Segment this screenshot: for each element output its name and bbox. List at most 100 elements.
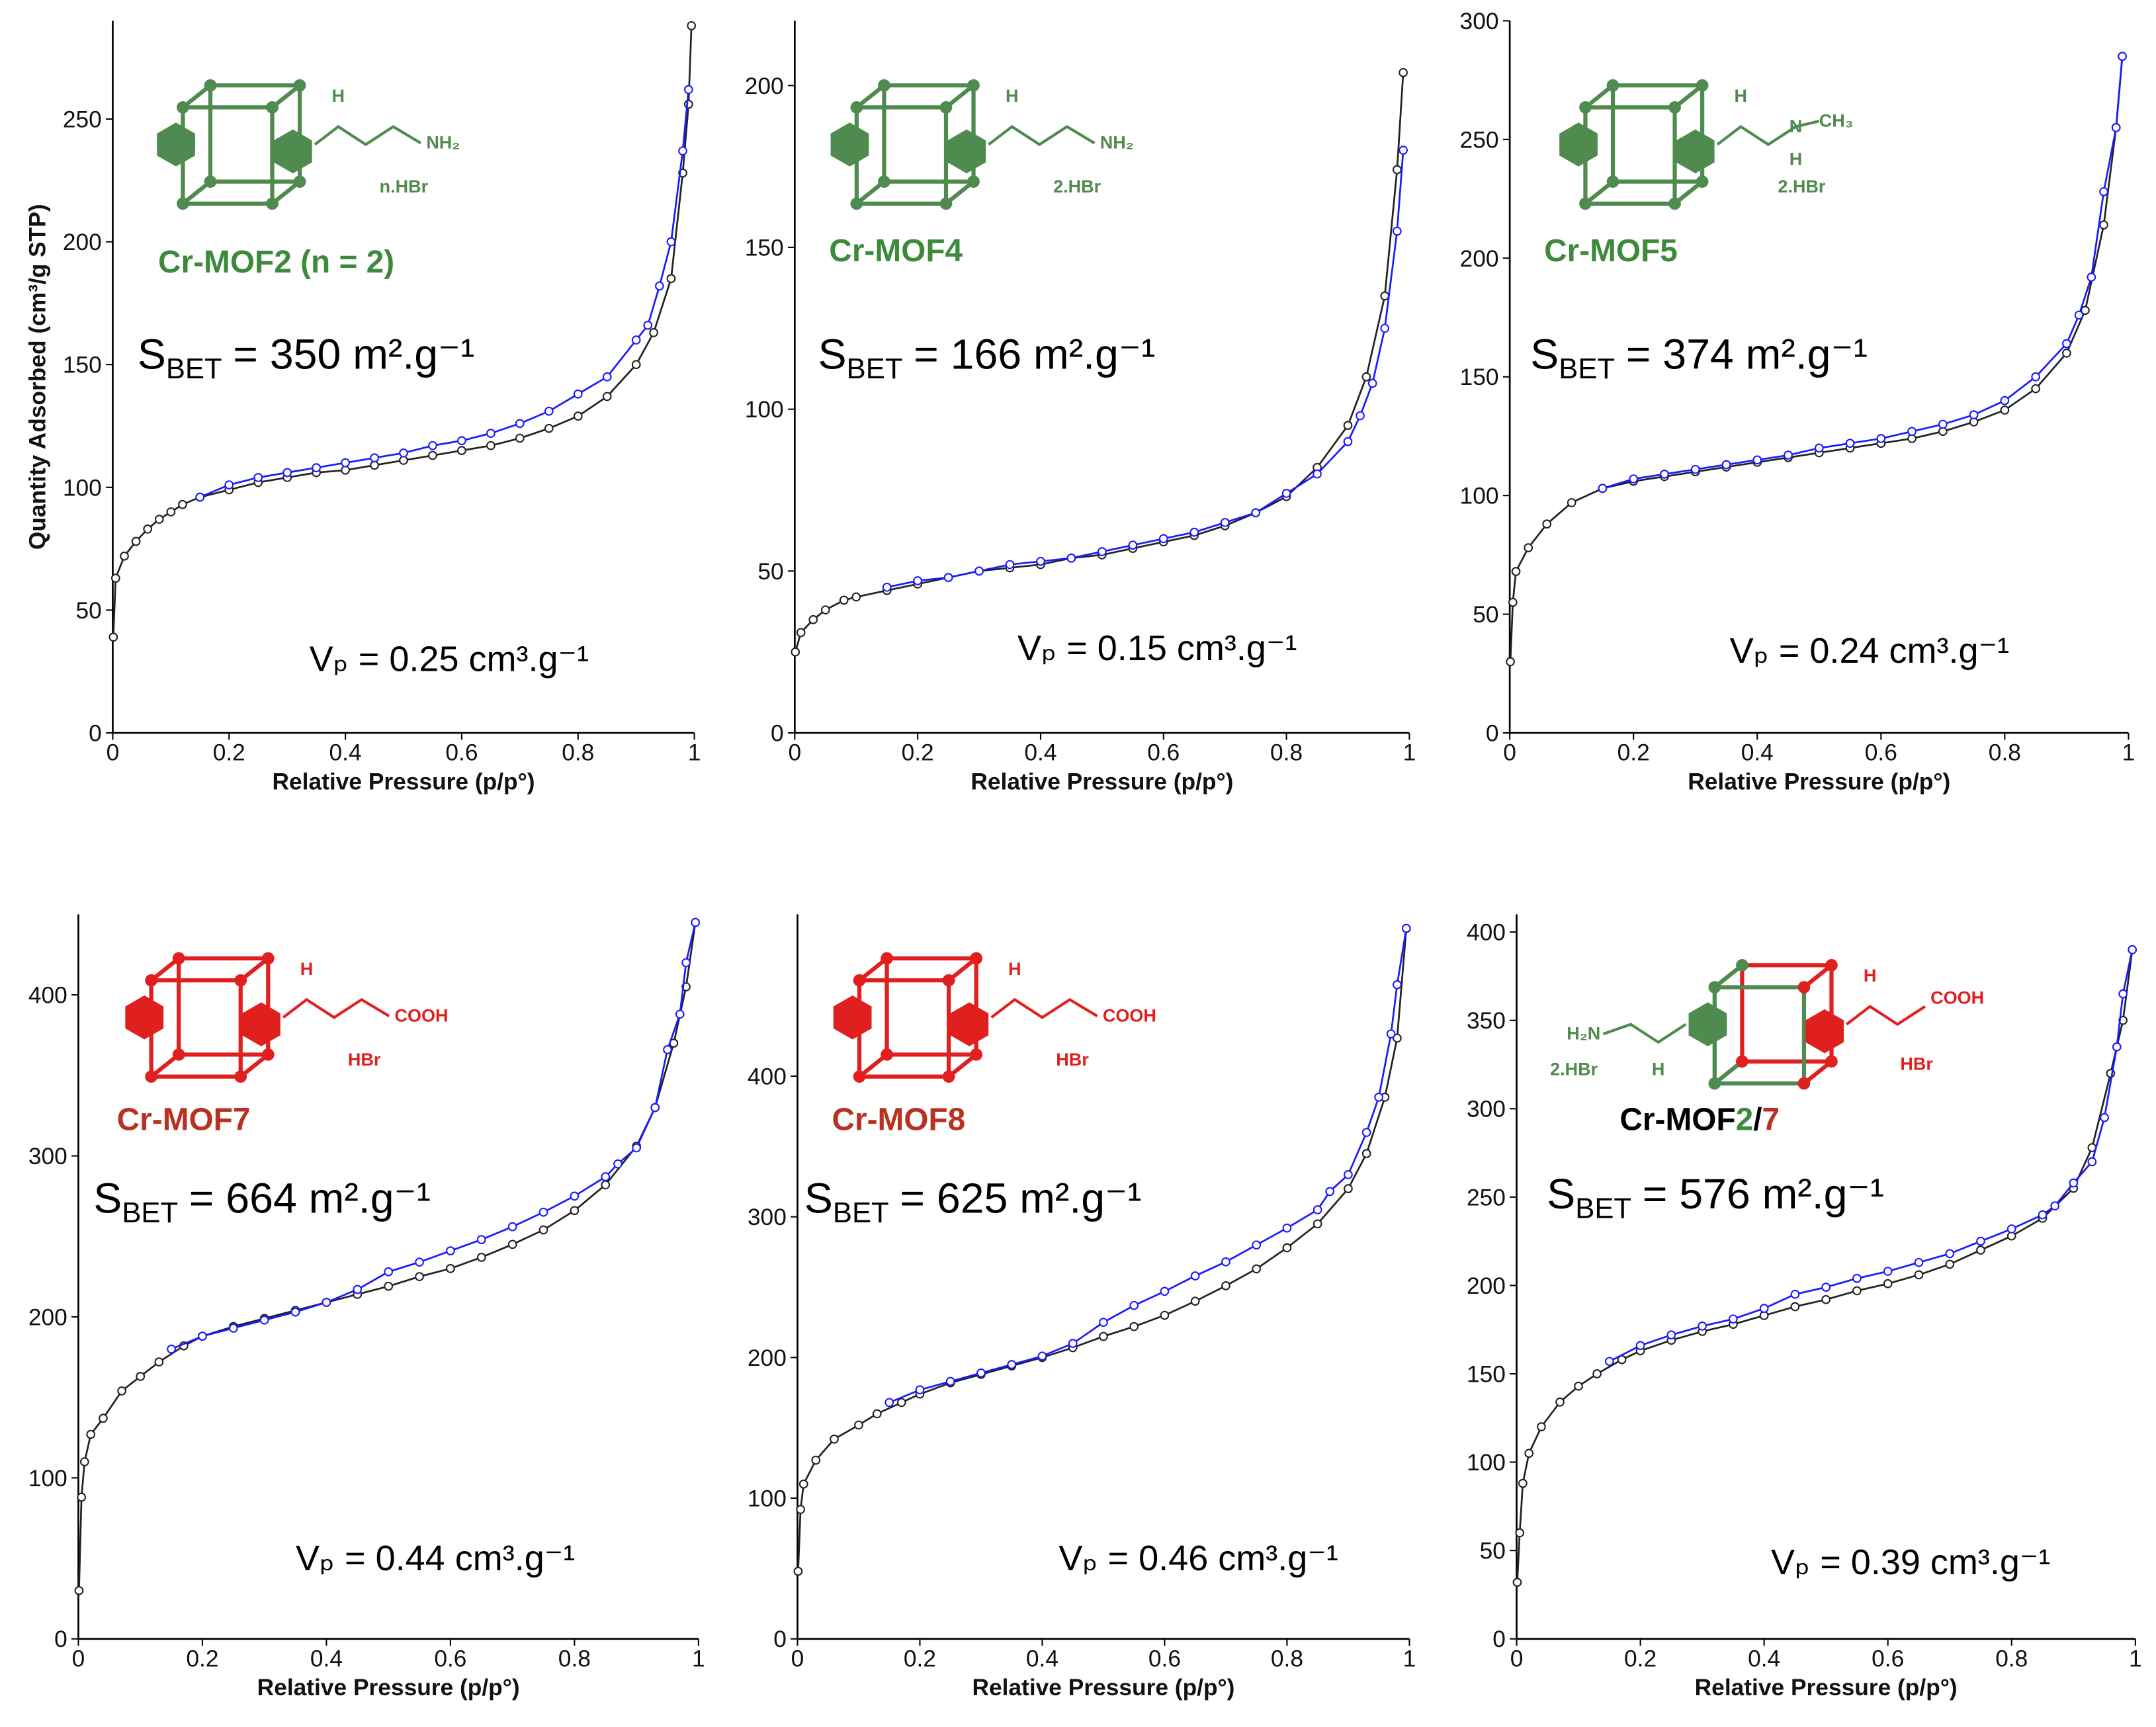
hexagon [1676, 129, 1715, 174]
data-point [167, 1344, 176, 1354]
x-tick-label: 1 [1403, 1646, 1416, 1671]
molecule-label: n.HBr [380, 177, 429, 196]
data-point [1099, 1318, 1108, 1327]
y-axis-label: Quantity Adsorbed (cm³/g STP) [25, 204, 51, 550]
data-point [99, 1413, 108, 1423]
data-point [2087, 273, 2096, 282]
data-point [446, 1264, 455, 1273]
molecule-label: H [1006, 86, 1019, 106]
hexagon [950, 1002, 989, 1046]
sbet-subscript: BET [1559, 353, 1615, 385]
data-point [1666, 1330, 1676, 1340]
sbet-subscript: BET [833, 1197, 889, 1229]
y-tick-label: 350 [1467, 1008, 1506, 1034]
data-point [1313, 1219, 1322, 1229]
data-point [631, 360, 641, 370]
y-tick-label: 100 [28, 1466, 67, 1492]
data-point [2128, 945, 2137, 954]
data-point [1401, 923, 1411, 933]
data-point [228, 1324, 238, 1333]
isotherm-line [171, 922, 697, 1350]
surface-area: SBET = 374 m².g⁻¹ [1530, 330, 1868, 385]
sbet-subscript: BET [166, 353, 222, 385]
y-tick-label: 100 [63, 475, 102, 501]
cube-node [1797, 981, 1811, 993]
cube-node [939, 101, 953, 114]
data-point [854, 1420, 863, 1430]
surface-area: SBET = 664 m².g⁻¹ [93, 1174, 431, 1229]
data-point [544, 423, 554, 433]
y-tick-label: 200 [1467, 1273, 1506, 1299]
cube-node [261, 952, 275, 965]
data-point [602, 372, 612, 382]
cube-node [1606, 175, 1619, 188]
data-point [884, 1398, 894, 1408]
chain [990, 997, 1098, 1019]
data-point [1251, 508, 1260, 518]
chart-title: Cr-MOF2/7 [1619, 1103, 1780, 1138]
data-point [2111, 123, 2121, 132]
data-point [2100, 1113, 2109, 1122]
cube-node [172, 952, 185, 965]
data-point [655, 281, 664, 291]
x-tick-label: 0 [791, 1646, 804, 1671]
data-point [515, 419, 525, 429]
data-point [2118, 52, 2127, 62]
data-point [1282, 1243, 1292, 1253]
x-tick-label: 0.8 [1995, 1646, 2028, 1671]
y-tick-label: 250 [1467, 1185, 1506, 1210]
x-tick-label: 1 [692, 1646, 705, 1671]
data-point [1660, 470, 1669, 479]
data-point [683, 99, 693, 109]
data-point [507, 1222, 517, 1232]
cube-node [939, 197, 953, 210]
data-point [1313, 469, 1322, 479]
data-point [198, 1331, 207, 1341]
data-point [945, 1376, 955, 1386]
hexagon [1559, 122, 1598, 167]
data-point [1252, 1240, 1262, 1250]
y-tick-label: 400 [1467, 920, 1506, 946]
data-point [1392, 226, 1402, 236]
cube-node [970, 952, 983, 965]
sbet-subscript: BET [847, 353, 903, 385]
hexagon [273, 129, 312, 174]
data-point [415, 1257, 424, 1267]
chart-title: Cr-MOF7 [117, 1103, 251, 1138]
data-point [259, 1315, 269, 1325]
x-tick-label: 0.6 [445, 740, 478, 766]
pore-volume: Vₚ = 0.44 cm³.g⁻¹ [296, 1538, 575, 1578]
data-point [1282, 1223, 1292, 1233]
data-point [1343, 437, 1353, 446]
molecule-label: H [1735, 86, 1748, 106]
data-point [2000, 405, 2010, 415]
data-point [1190, 1271, 1200, 1281]
data-point [643, 320, 653, 330]
data-point [1508, 597, 1518, 607]
x-tick-label: 0.6 [1147, 740, 1180, 766]
data-point [1515, 1528, 1525, 1538]
data-point [108, 632, 118, 642]
y-tick-label: 400 [748, 1064, 787, 1089]
data-point [649, 328, 658, 337]
data-point [1190, 1296, 1200, 1306]
data-point [650, 1103, 660, 1113]
y-tick-label: 0 [1492, 1626, 1506, 1652]
data-point [486, 441, 496, 450]
data-point [120, 551, 129, 561]
data-point [882, 582, 892, 592]
data-point [446, 1246, 455, 1255]
cube-node [1668, 101, 1681, 114]
data-point [515, 433, 525, 443]
chain [314, 124, 422, 146]
data-point [1945, 1249, 1955, 1259]
molecule-label: NH₂ [426, 133, 460, 153]
y-tick-label: 0 [771, 721, 784, 747]
y-tick-label: 100 [1460, 484, 1499, 509]
isotherm-line [1509, 56, 2124, 662]
y-tick-label: 200 [63, 230, 102, 255]
cube-node [1736, 958, 1748, 972]
chart-title: Cr-MOF4 [829, 233, 963, 269]
data-point [1129, 1322, 1139, 1331]
